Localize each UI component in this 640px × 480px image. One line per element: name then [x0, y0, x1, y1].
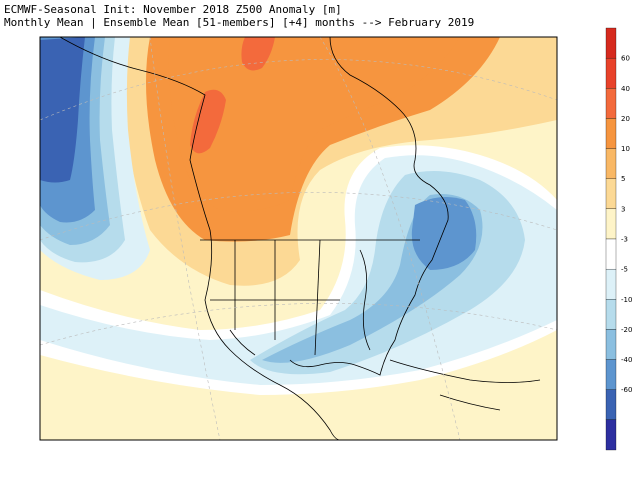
- colorbar-swatch: [605, 88, 617, 119]
- colorbar: 60 40 20 10 5 3 -3 -5 -10 -20 -40 -60: [605, 27, 632, 451]
- colorbar-label: -40: [621, 356, 632, 364]
- anomaly-field: [40, 37, 557, 440]
- colorbar-swatch: [605, 299, 617, 330]
- colorbar-swatch: [605, 208, 617, 240]
- field-positive-20b: [168, 37, 460, 212]
- colorbar-label: -3: [621, 236, 628, 244]
- colorbar-label: 60: [621, 55, 630, 63]
- colorbar-label: 3: [621, 205, 625, 213]
- colorbar-swatch: [605, 178, 617, 210]
- graticule: [40, 37, 557, 440]
- colorbar-label: -20: [621, 326, 632, 334]
- colorbar-swatch: [605, 148, 617, 179]
- colorbar-swatch: [605, 329, 617, 360]
- colorbar-swatch: [605, 268, 617, 300]
- field-positive-40: [241, 37, 275, 71]
- colorbar-label: 5: [621, 175, 625, 183]
- map-subtitle: Monthly Mean | Ensemble Mean [51-members…: [4, 16, 475, 29]
- colorbar-label: -60: [621, 386, 632, 394]
- field-positive-40b: [190, 89, 226, 154]
- colorbar-label: 20: [621, 115, 630, 123]
- field-negative-40: [411, 196, 477, 270]
- field-pacific-60: [40, 37, 85, 183]
- colorbar-swatch: [605, 419, 617, 451]
- coastlines: [59, 37, 541, 440]
- colorbar-swatch: [605, 238, 617, 270]
- colorbar-swatch: [605, 118, 617, 149]
- colorbar-label: -10: [621, 296, 632, 304]
- colorbar-swatch: [605, 57, 617, 89]
- colorbar-label: 40: [621, 85, 630, 93]
- map-title: ECMWF-Seasonal Init: November 2018 Z500 …: [4, 3, 342, 16]
- colorbar-label: 10: [621, 145, 630, 153]
- colorbar-swatch: [605, 359, 617, 390]
- colorbar-swatch: [605, 389, 617, 421]
- colorbar-swatch: [605, 27, 617, 59]
- colorbar-label: -5: [621, 266, 628, 274]
- map-frame: [39, 36, 558, 441]
